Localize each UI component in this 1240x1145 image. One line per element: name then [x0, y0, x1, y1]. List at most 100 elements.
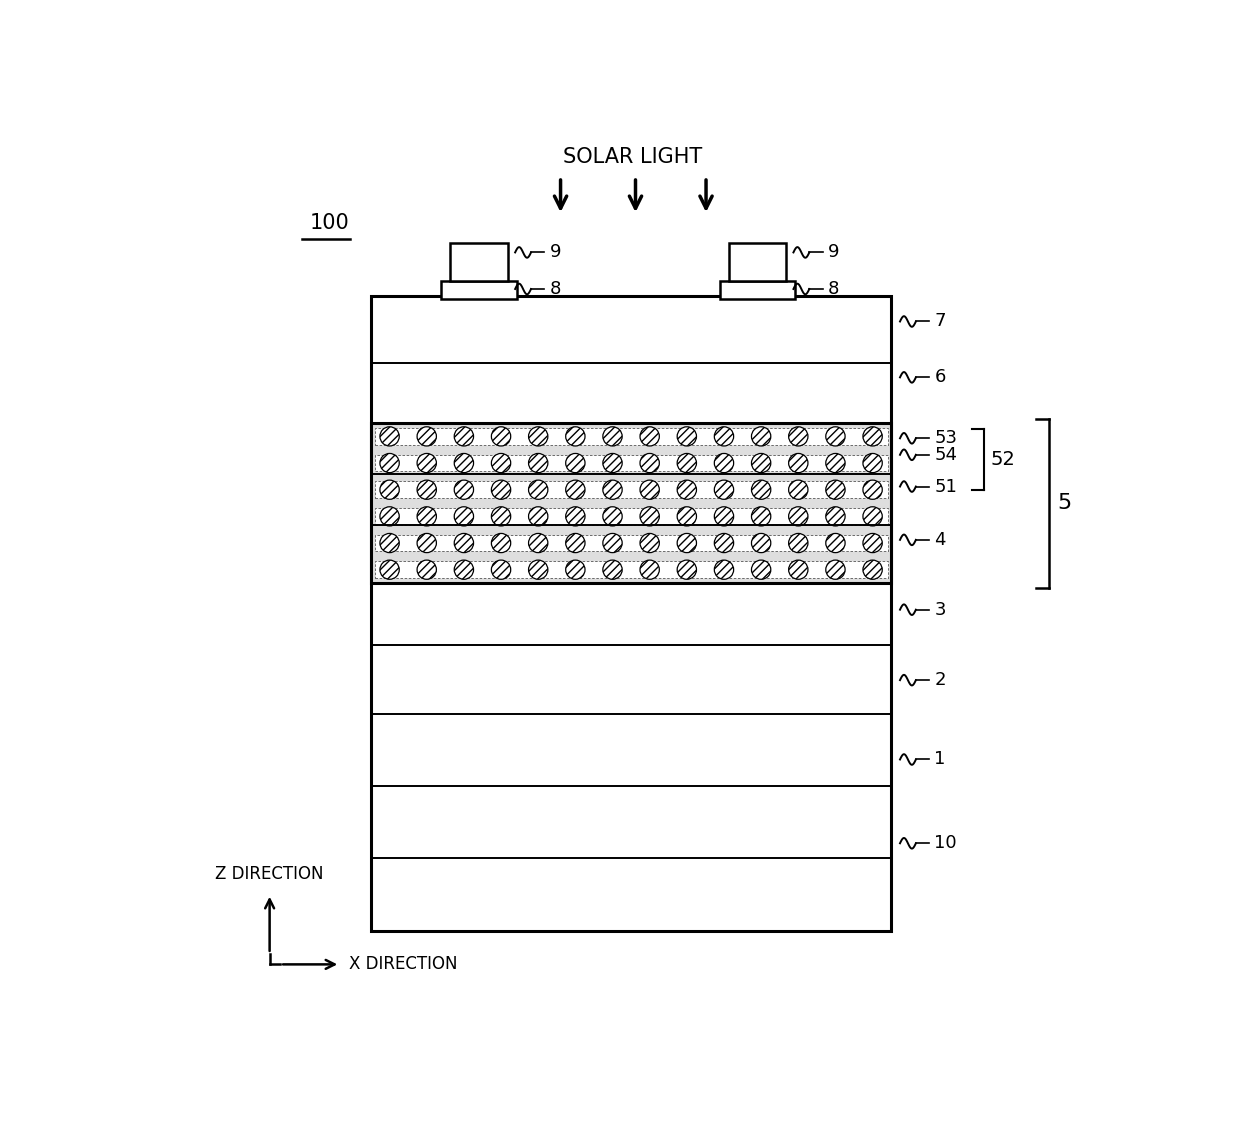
- Ellipse shape: [528, 560, 548, 579]
- Ellipse shape: [528, 453, 548, 473]
- Ellipse shape: [826, 480, 846, 499]
- Ellipse shape: [491, 480, 511, 499]
- Ellipse shape: [565, 453, 585, 473]
- Ellipse shape: [565, 507, 585, 526]
- Bar: [371, 423, 892, 583]
- Ellipse shape: [379, 480, 399, 499]
- Ellipse shape: [789, 427, 808, 447]
- Ellipse shape: [751, 507, 771, 526]
- Text: 3: 3: [935, 601, 946, 618]
- Ellipse shape: [491, 560, 511, 579]
- Ellipse shape: [863, 480, 883, 499]
- Ellipse shape: [863, 427, 883, 447]
- Text: 52: 52: [991, 450, 1016, 469]
- Ellipse shape: [826, 427, 846, 447]
- Text: 8: 8: [828, 281, 839, 298]
- Ellipse shape: [454, 480, 474, 499]
- Bar: [374, 535, 888, 551]
- Text: SOLAR LIGHT: SOLAR LIGHT: [563, 147, 703, 167]
- Ellipse shape: [751, 480, 771, 499]
- Ellipse shape: [603, 534, 622, 553]
- Ellipse shape: [565, 427, 585, 447]
- Bar: [729, 243, 786, 281]
- Ellipse shape: [677, 427, 697, 447]
- Ellipse shape: [640, 427, 660, 447]
- Ellipse shape: [863, 560, 883, 579]
- Bar: [719, 281, 795, 299]
- Ellipse shape: [491, 427, 511, 447]
- Ellipse shape: [677, 534, 697, 553]
- Text: 54: 54: [935, 445, 957, 464]
- Ellipse shape: [603, 453, 622, 473]
- Ellipse shape: [714, 507, 734, 526]
- Ellipse shape: [640, 480, 660, 499]
- Text: 5: 5: [1058, 493, 1073, 513]
- Ellipse shape: [565, 560, 585, 579]
- Ellipse shape: [603, 507, 622, 526]
- Ellipse shape: [789, 480, 808, 499]
- Text: 10: 10: [935, 835, 957, 852]
- Ellipse shape: [751, 534, 771, 553]
- Ellipse shape: [454, 534, 474, 553]
- Ellipse shape: [528, 534, 548, 553]
- Ellipse shape: [454, 560, 474, 579]
- Ellipse shape: [789, 560, 808, 579]
- Ellipse shape: [863, 507, 883, 526]
- Ellipse shape: [417, 427, 436, 447]
- Ellipse shape: [789, 534, 808, 553]
- Bar: [371, 297, 892, 931]
- Ellipse shape: [714, 427, 734, 447]
- Bar: [374, 481, 888, 498]
- Ellipse shape: [714, 453, 734, 473]
- Ellipse shape: [826, 507, 846, 526]
- Ellipse shape: [454, 507, 474, 526]
- Ellipse shape: [714, 534, 734, 553]
- Text: 1: 1: [935, 750, 946, 768]
- Ellipse shape: [826, 534, 846, 553]
- Bar: [371, 423, 892, 583]
- Ellipse shape: [454, 453, 474, 473]
- Bar: [374, 428, 888, 444]
- Ellipse shape: [417, 534, 436, 553]
- Ellipse shape: [640, 534, 660, 553]
- Ellipse shape: [863, 453, 883, 473]
- Ellipse shape: [751, 453, 771, 473]
- Text: 8: 8: [549, 281, 560, 298]
- Ellipse shape: [379, 560, 399, 579]
- Ellipse shape: [789, 453, 808, 473]
- Text: Z DIRECTION: Z DIRECTION: [216, 866, 324, 883]
- Bar: [374, 455, 888, 472]
- Ellipse shape: [528, 427, 548, 447]
- Ellipse shape: [640, 507, 660, 526]
- Ellipse shape: [863, 534, 883, 553]
- Ellipse shape: [565, 534, 585, 553]
- Text: 51: 51: [935, 477, 957, 496]
- Bar: [374, 561, 888, 578]
- Text: 4: 4: [935, 531, 946, 548]
- Bar: [374, 508, 888, 524]
- Ellipse shape: [677, 560, 697, 579]
- Ellipse shape: [417, 453, 436, 473]
- Ellipse shape: [379, 427, 399, 447]
- Ellipse shape: [751, 427, 771, 447]
- Text: 7: 7: [935, 313, 946, 331]
- Ellipse shape: [417, 507, 436, 526]
- Ellipse shape: [603, 560, 622, 579]
- Ellipse shape: [677, 507, 697, 526]
- Ellipse shape: [379, 453, 399, 473]
- Ellipse shape: [565, 480, 585, 499]
- Ellipse shape: [603, 480, 622, 499]
- Text: 6: 6: [935, 369, 946, 386]
- Ellipse shape: [751, 560, 771, 579]
- Ellipse shape: [714, 560, 734, 579]
- Ellipse shape: [826, 560, 846, 579]
- Text: 53: 53: [935, 429, 957, 448]
- Ellipse shape: [714, 480, 734, 499]
- Ellipse shape: [491, 534, 511, 553]
- Ellipse shape: [677, 480, 697, 499]
- Ellipse shape: [528, 507, 548, 526]
- Ellipse shape: [379, 534, 399, 553]
- Ellipse shape: [417, 480, 436, 499]
- Text: 9: 9: [828, 244, 839, 261]
- Text: 9: 9: [549, 244, 560, 261]
